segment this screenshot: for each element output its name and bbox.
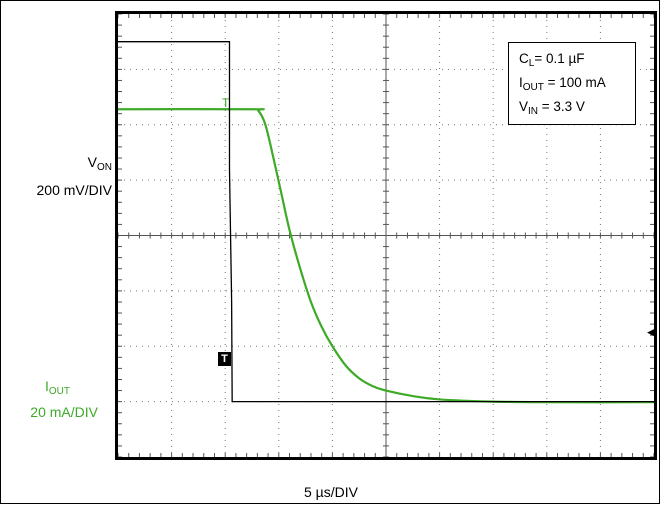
iout-name: IOUT: [45, 378, 70, 397]
trace-von: [118, 41, 654, 403]
trigger-marker: T: [218, 352, 231, 366]
condition-iout: IOUT = 100 mA: [519, 75, 606, 93]
plot-svg: [118, 14, 654, 457]
reference-arrow-icon: ◀: [647, 324, 657, 339]
conditions-legend: CL= 0.1 µF IOUT = 100 mA VIN = 3.3 V: [508, 42, 636, 125]
x-axis-label: 5 µs/DIV: [304, 484, 358, 500]
von-name: VON: [87, 154, 112, 173]
trace-iout: [118, 108, 654, 404]
trigger-level-marker: T: [222, 96, 230, 110]
condition-vin: VIN = 3.3 V: [519, 99, 585, 117]
iout-label: IOUT: [0, 378, 70, 397]
von-scale: 200 mV/DIV: [36, 182, 112, 198]
iout-scale: 20 mA/DIV: [30, 404, 98, 420]
condition-cl: CL= 0.1 µF: [519, 51, 585, 69]
von-label: VON: [0, 154, 112, 173]
